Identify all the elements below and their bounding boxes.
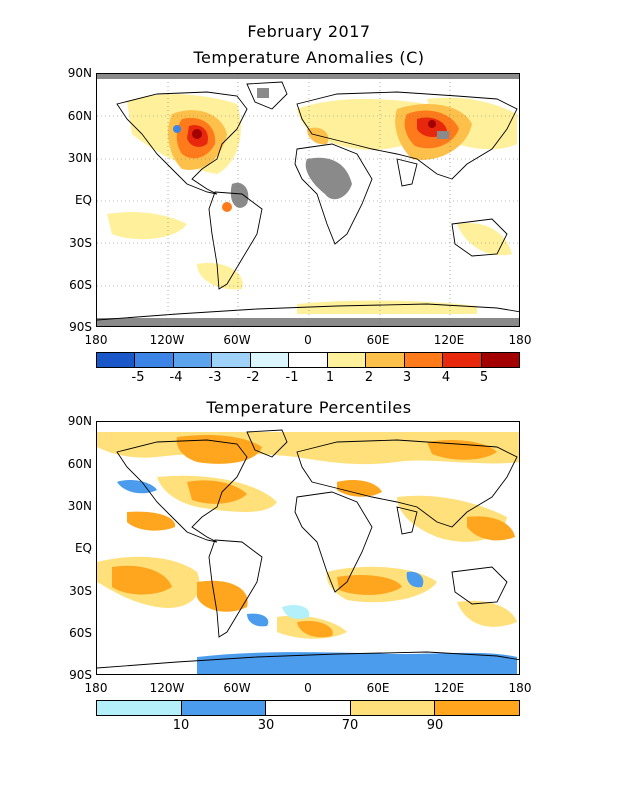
colorbar-swatch — [266, 701, 351, 715]
x-label: 0 — [304, 681, 312, 695]
x-label: 180 — [84, 681, 108, 695]
colorbar-swatch — [181, 701, 267, 715]
y-label: 30S — [69, 236, 92, 250]
colorbar-swatch — [366, 353, 405, 367]
y-label: 90S — [69, 320, 92, 334]
cold-anomaly-spot — [173, 125, 181, 133]
anomalies-panel-title: Temperature Anomalies (C) — [193, 48, 425, 67]
figure-title: February 2017 — [247, 22, 371, 41]
colorbar-label: 3 — [402, 370, 412, 385]
colorbar-label: -4 — [169, 370, 183, 385]
colorbar-swatch — [435, 701, 519, 715]
colorbar-label: -2 — [246, 370, 260, 385]
colorbar-label: 1 — [325, 370, 335, 385]
colorbar-label: 4 — [441, 370, 451, 385]
x-label: 180 — [508, 333, 532, 347]
colorbar-label: -3 — [208, 370, 222, 385]
y-label: 60S — [69, 626, 92, 640]
x-label: 60W — [223, 333, 251, 347]
colorbar-swatch — [173, 353, 213, 367]
colorbar-swatch — [97, 353, 136, 367]
x-label: 180 — [508, 681, 532, 695]
x-label: 60W — [223, 681, 251, 695]
percentile-colorbar — [96, 700, 520, 716]
percentiles-panel-title: Temperature Percentiles — [206, 398, 412, 417]
x-label: 120E — [433, 681, 465, 695]
colorbar-label: 2 — [364, 370, 374, 385]
colorbar-swatch — [404, 353, 444, 367]
x-label: 120W — [149, 333, 185, 347]
x-label: 0 — [304, 333, 312, 347]
y-label: 60S — [69, 278, 92, 292]
y-label: 60N — [67, 109, 92, 123]
colorbar-label: 90 — [426, 718, 444, 733]
x-label: 60E — [366, 333, 390, 347]
anomaly-colorbar — [96, 352, 520, 368]
colorbar-swatch — [350, 701, 436, 715]
colorbar-swatch — [97, 701, 182, 715]
y-label: 30N — [67, 499, 92, 513]
colorbar-label: 5 — [479, 370, 489, 385]
colorbar-label: -1 — [285, 370, 299, 385]
colorbar-swatch — [481, 353, 519, 367]
colorbar-swatch — [327, 353, 367, 367]
y-label: EQ — [74, 541, 92, 555]
x-label: 120W — [149, 681, 185, 695]
y-label: 90N — [67, 66, 92, 80]
colorbar-swatch — [443, 353, 482, 367]
anomalies-map — [96, 73, 520, 327]
colorbar-label: 70 — [341, 718, 359, 733]
colorbar-swatch — [289, 353, 328, 367]
y-label: 90S — [69, 668, 92, 682]
y-label: 90N — [67, 414, 92, 428]
colorbar-label: 10 — [172, 718, 190, 733]
percentiles-map — [96, 421, 520, 675]
colorbar-swatch — [135, 353, 174, 367]
colorbar-label: 30 — [257, 718, 275, 733]
y-label: 30S — [69, 584, 92, 598]
x-label: 60E — [366, 681, 390, 695]
x-label: 120E — [433, 333, 465, 347]
y-label: 30N — [67, 151, 92, 165]
colorbar-swatch — [212, 353, 251, 367]
colorbar-label: -5 — [131, 370, 145, 385]
y-label: 60N — [67, 457, 92, 471]
y-label: EQ — [74, 193, 92, 207]
x-label: 180 — [84, 333, 108, 347]
colorbar-swatch — [250, 353, 290, 367]
